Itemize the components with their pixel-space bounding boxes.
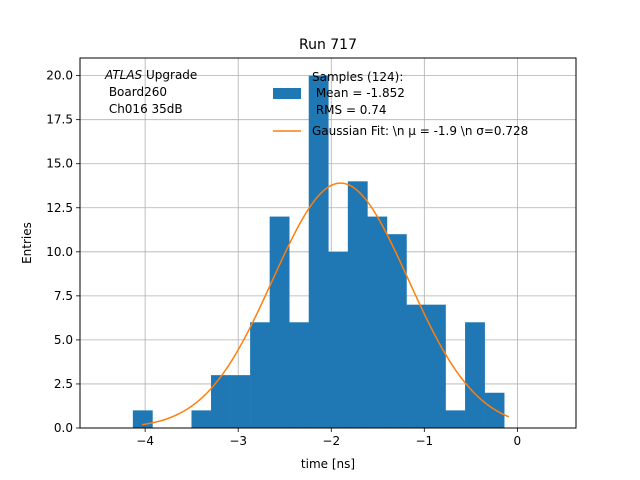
y-tick-label: 2.5: [54, 377, 73, 391]
legend-samples-line3: RMS = 0.74: [312, 103, 387, 117]
y-tick-label: 7.5: [54, 289, 73, 303]
legend: Samples (124): Mean = -1.852 RMS = 0.74 …: [273, 70, 528, 138]
x-tick-label: −3: [229, 434, 247, 448]
histogram-bar: [308, 75, 329, 428]
histogram-bar: [191, 410, 212, 428]
annotation-atlas: ATLAS: [104, 68, 143, 82]
y-tick-label: 10.0: [46, 245, 73, 259]
histogram-bar: [211, 375, 231, 428]
histogram-bar: [484, 392, 505, 428]
histogram-bar: [328, 251, 349, 428]
gaussian-fit: [142, 182, 510, 426]
annotation-upgrade: Upgrade: [142, 68, 197, 82]
annotation-line2: Board260: [105, 85, 167, 99]
histogram-bar: [269, 216, 290, 428]
x-tick-label: −2: [322, 434, 340, 448]
legend-swatch-samples: [273, 88, 301, 99]
histogram-bar: [230, 375, 251, 428]
legend-samples-line1: Samples (124):: [312, 70, 403, 84]
atlas-annotation: ATLAS Upgrade Board260 Ch016 35dB: [104, 68, 197, 116]
x-axis-ticks: −4 −3 −2 −1 0: [136, 428, 521, 448]
histogram-bars: [132, 75, 505, 428]
chart-title: Run 717: [299, 37, 357, 53]
y-tick-label: 17.5: [46, 113, 73, 127]
y-axis-label: Entries: [20, 222, 34, 264]
histogram-bar: [406, 304, 427, 428]
x-axis-label: time [ns]: [301, 457, 355, 471]
histogram-bar: [386, 234, 407, 428]
histogram-bar: [367, 216, 388, 428]
histogram-bar: [250, 322, 270, 428]
y-tick-label: 0.0: [54, 421, 73, 435]
histogram-bar: [445, 410, 466, 428]
x-tick-label: −1: [415, 434, 433, 448]
legend-samples-line2: Mean = -1.852: [312, 86, 405, 100]
histogram-bar: [289, 322, 310, 428]
x-tick-label: 0: [514, 434, 522, 448]
histogram-bar: [132, 410, 153, 428]
legend-fit-label: Gaussian Fit: \n μ = -1.9 \n σ=0.728: [312, 124, 528, 138]
histogram-bar: [425, 304, 446, 428]
x-tick-label: −4: [136, 434, 154, 448]
y-tick-label: 15.0: [46, 157, 73, 171]
annotation-line3: Ch016 35dB: [105, 102, 183, 116]
y-tick-label: 5.0: [54, 333, 73, 347]
gaussian-fit-curve: [142, 182, 510, 426]
plot-frame: [79, 57, 577, 429]
y-tick-label: 20.0: [46, 69, 73, 83]
histogram-bar: [347, 181, 368, 428]
y-tick-label: 12.5: [46, 201, 73, 215]
histogram-bar: [465, 322, 485, 428]
y-axis-ticks: 0.0 2.5 5.0 7.5 10.0 12.5 15.0 17.5 20.0: [46, 69, 80, 435]
annotation-line1: ATLAS Upgrade: [104, 68, 197, 82]
